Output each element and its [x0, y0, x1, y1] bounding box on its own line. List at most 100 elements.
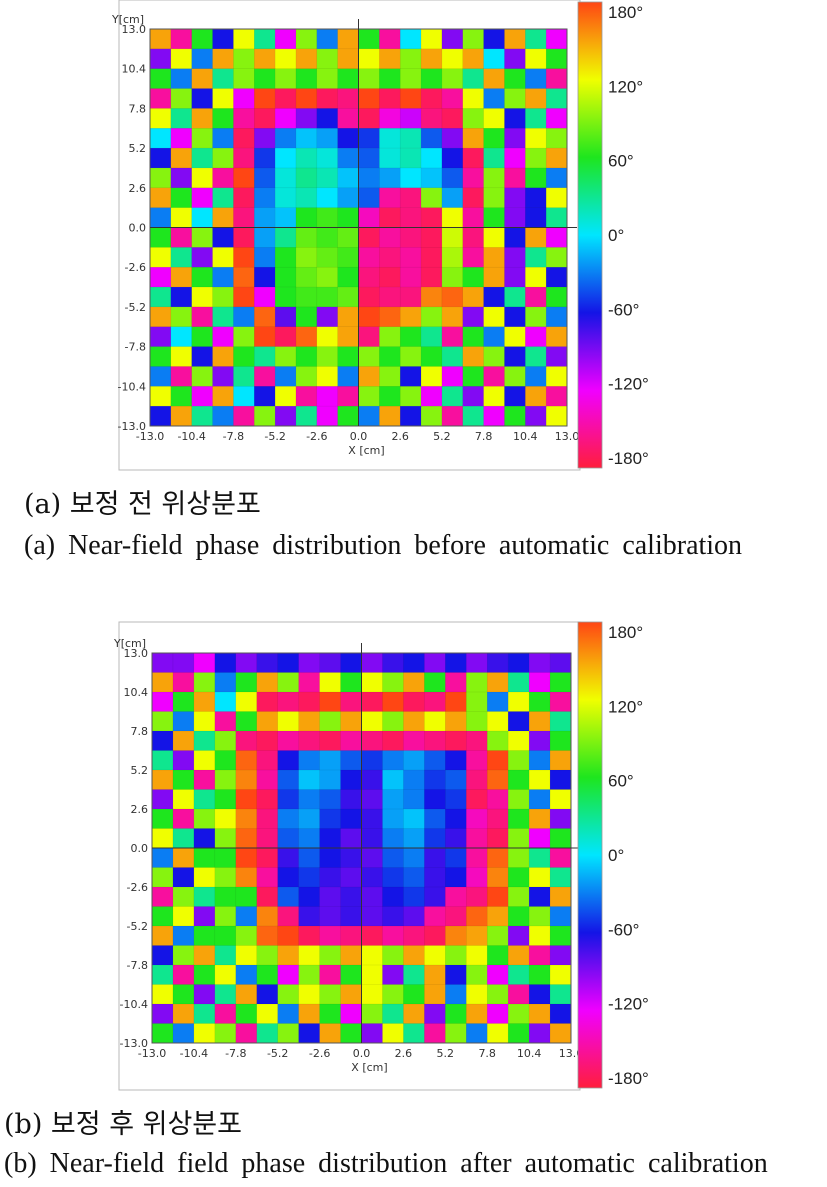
heatmap-cell [277, 692, 299, 712]
heatmap-cell [256, 945, 278, 966]
heatmap-cell [340, 711, 362, 732]
heatmap-cell [193, 653, 216, 673]
heatmap-cell [379, 346, 401, 367]
heatmap-cell [214, 965, 237, 985]
heatmap-cell [235, 750, 258, 771]
heatmap-cell [361, 653, 383, 673]
heatmap-cell [466, 692, 488, 712]
heatmap-cell [295, 386, 318, 407]
heatmap-cell [254, 29, 276, 50]
heatmap-cell [256, 770, 278, 790]
heatmap-cell [191, 207, 213, 228]
heatmap-cell [214, 1004, 237, 1024]
heatmap-cell [275, 306, 297, 328]
heatmap-cell [382, 809, 404, 829]
heatmap-cell [277, 750, 299, 771]
heatmap-cell [152, 770, 174, 790]
heatmap-cell [256, 750, 278, 771]
heatmap-cell [235, 653, 258, 673]
colorbar-tick-label: 180° [608, 623, 643, 642]
heatmap-cell [256, 731, 278, 751]
heatmap-cell [358, 406, 380, 427]
heatmap-cell [316, 227, 338, 248]
heatmap-cell [316, 167, 338, 189]
heatmap-cell [546, 247, 568, 268]
heatmap-cell [361, 1023, 383, 1044]
heatmap-cell [382, 867, 404, 888]
heatmap-cell [150, 306, 172, 328]
heatmap-cell [152, 848, 174, 868]
heatmap-cell [172, 1004, 195, 1024]
heatmap-cell [379, 148, 401, 169]
heatmap-cell [295, 68, 318, 89]
heatmap-cell [445, 711, 467, 732]
heatmap-cell [295, 287, 318, 308]
heatmap-cell [172, 789, 195, 810]
y-tick-label: 7.8 [131, 725, 149, 738]
heatmap-cell [508, 867, 530, 888]
heatmap-cell [152, 809, 174, 829]
heatmap-cell [508, 906, 530, 927]
heatmap-cell [152, 750, 174, 771]
heatmap-cell [340, 828, 362, 849]
heatmap-cell [150, 227, 172, 248]
heatmap-cell [504, 207, 526, 228]
heatmap-cell [379, 48, 401, 69]
heatmap-cell [441, 247, 464, 268]
heatmap-cell [421, 346, 443, 367]
heatmap-cell [233, 346, 255, 367]
x-tick-label: -7.8 [225, 1047, 246, 1060]
heatmap-cell [487, 984, 509, 1005]
heatmap-cell [275, 128, 297, 149]
heatmap-cell [340, 945, 362, 966]
heatmap-cell [504, 346, 526, 367]
heatmap-cell [337, 68, 359, 89]
heatmap-cell [379, 108, 401, 129]
heatmap-cell [445, 692, 467, 712]
heatmap-cell [483, 29, 505, 50]
y-tick-label: 13.0 [124, 647, 149, 660]
heatmap-cell [445, 867, 467, 888]
heatmap-cell [235, 672, 258, 693]
heatmap-cell [256, 809, 278, 829]
heatmap-cell [508, 926, 530, 946]
heatmap-cell [400, 287, 422, 308]
heatmap-cell [550, 750, 572, 771]
heatmap-cell [529, 1004, 551, 1024]
colorbar-tick-label: -120° [608, 375, 649, 394]
heatmap-cell [529, 984, 551, 1005]
heatmap-cell [504, 287, 526, 308]
heatmap-cell [483, 267, 505, 288]
heatmap-cell [212, 108, 234, 129]
heatmap-cell [379, 366, 401, 387]
x-tick-label: 2.6 [395, 1047, 413, 1060]
heatmap-cell [337, 386, 359, 407]
heatmap-cell [424, 653, 446, 673]
heatmap-cell [400, 366, 422, 387]
heatmap-cell [277, 731, 299, 751]
heatmap-cell [400, 148, 422, 169]
heatmap-cell [233, 287, 255, 308]
heatmap-cell [550, 770, 572, 790]
heatmap-cell [483, 207, 505, 228]
heatmap-cell [441, 148, 464, 169]
heatmap-cell [233, 68, 255, 89]
heatmap-cell [487, 1023, 509, 1044]
heatmap-cell [275, 88, 297, 109]
heatmap-cell [340, 984, 362, 1005]
heatmap-cell [504, 29, 526, 50]
heatmap-cell [298, 731, 320, 751]
heatmap-cell [170, 128, 192, 149]
heatmap-cell [529, 653, 551, 673]
heatmap-cell [462, 267, 484, 288]
heatmap-cell [256, 789, 278, 810]
heatmap-cell [529, 692, 551, 712]
heatmap-cell [525, 346, 547, 367]
heatmap-cell [256, 965, 278, 985]
heatmap-cell [462, 48, 484, 69]
heatmap-cell [233, 187, 255, 208]
heatmap-cell [400, 207, 422, 228]
heatmap-cell [421, 148, 443, 169]
heatmap-cell [529, 750, 551, 771]
heatmap-cell [235, 711, 258, 732]
